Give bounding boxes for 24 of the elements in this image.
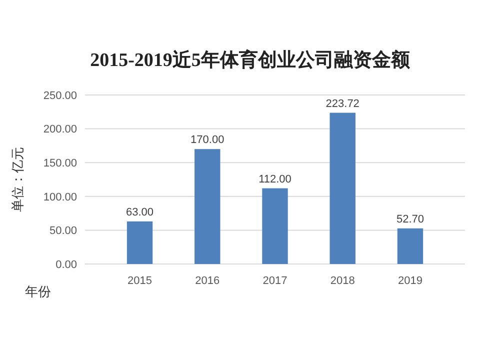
y-tick-label: 200.00 <box>43 124 77 136</box>
x-tick-label: 2015 <box>128 275 152 287</box>
data-label: 52.70 <box>396 213 424 226</box>
y-tick-label: 100.00 <box>43 191 77 204</box>
x-tick-label: 2017 <box>262 275 288 287</box>
y-tick-label: 50.00 <box>49 225 77 238</box>
data-label: 223.72 <box>326 98 360 110</box>
data-label: 63.00 <box>126 206 154 218</box>
x-tick-label: 2018 <box>330 275 355 287</box>
bar <box>262 188 288 264</box>
y-axis-title: 单位：亿元 <box>10 147 25 212</box>
x-tick-label: 2016 <box>195 275 220 287</box>
chart-title: 2015-2019近5年体育创业公司融资金额 <box>90 49 411 71</box>
x-tick-label: 2019 <box>398 275 422 287</box>
bar <box>194 149 220 264</box>
x-axis-title: 年份 <box>25 284 51 299</box>
data-label: 112.00 <box>258 173 292 186</box>
bar <box>126 221 153 264</box>
data-label: 170.00 <box>190 134 224 146</box>
y-tick-label: 250.00 <box>43 90 77 102</box>
bar <box>397 228 424 264</box>
y-tick-label: 150.00 <box>43 157 77 170</box>
bar <box>330 112 356 264</box>
y-tick-label: 0.00 <box>56 258 77 271</box>
